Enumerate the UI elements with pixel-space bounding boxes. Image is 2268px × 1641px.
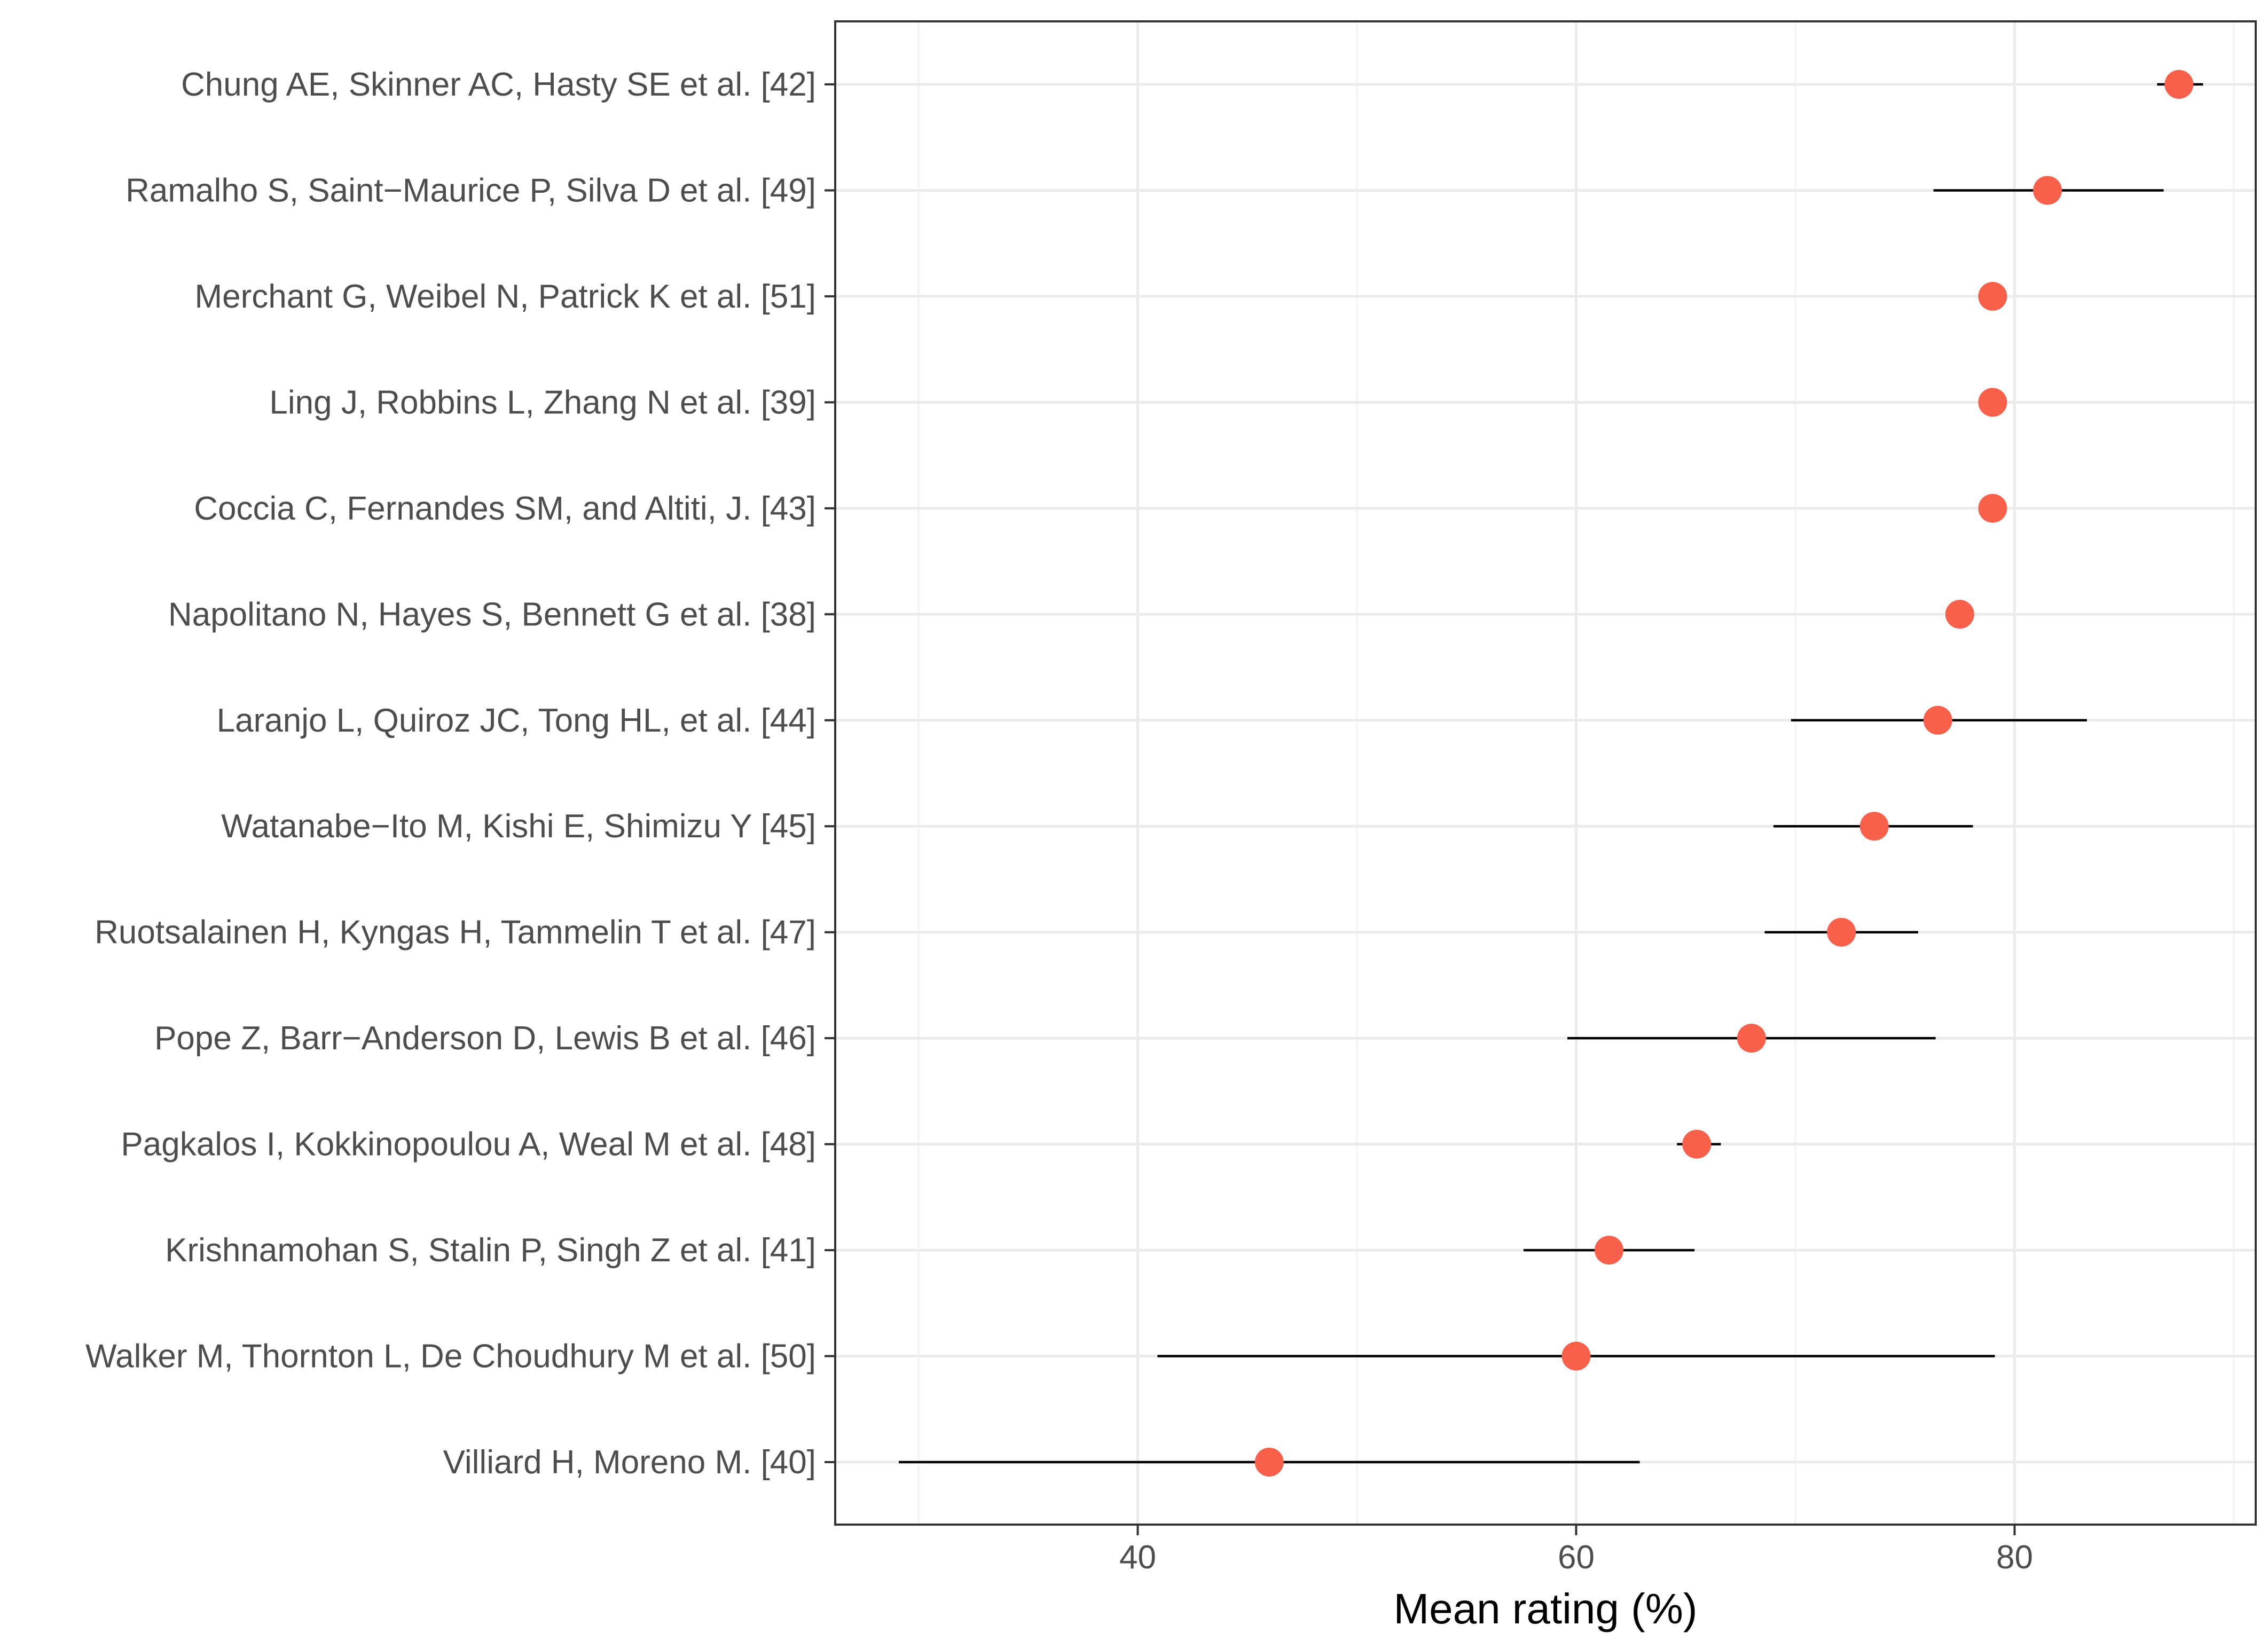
data-point <box>1827 917 1856 947</box>
y-tick-label: Ramalho S, Saint−Maurice P, Silva D et a… <box>125 172 816 209</box>
y-tick-label: Coccia C, Fernandes SM, and Altiti, J. [… <box>194 490 816 527</box>
data-point <box>1978 493 2007 523</box>
plot-background <box>835 21 2256 1525</box>
x-tick-label: 80 <box>1996 1539 2033 1576</box>
data-point <box>1737 1024 1766 1053</box>
y-tick-label: Villiard H, Moreno M. [40] <box>443 1444 816 1481</box>
data-point <box>2033 176 2062 205</box>
data-point <box>1561 1341 1591 1371</box>
y-tick-label: Walker M, Thornton L, De Choudhury M et … <box>85 1338 816 1375</box>
data-point <box>1682 1129 1712 1159</box>
data-point <box>1595 1236 1624 1265</box>
minor-gridlines <box>917 21 2235 1525</box>
y-tick-label: Watanabe−Ito M, Kishi E, Shimizu Y [45] <box>221 808 816 845</box>
x-axis-labels: 40 60 80 <box>1119 1539 2033 1576</box>
y-tick-label: Krishnamohan S, Stalin P, Singh Z et al.… <box>165 1232 816 1269</box>
data-point <box>1978 281 2007 311</box>
data-point <box>2164 70 2194 99</box>
major-gridlines-x <box>1136 21 2016 1525</box>
y-axis-ticks <box>825 83 835 1463</box>
data-points <box>1254 70 2194 1477</box>
x-tick-label: 60 <box>1558 1539 1595 1576</box>
y-tick-label: Chung AE, Skinner AC, Hasty SE et al. [4… <box>181 66 816 103</box>
data-point <box>1978 388 2007 417</box>
x-axis-ticks <box>1136 1525 2016 1535</box>
plot-border <box>834 20 2257 1526</box>
data-point <box>1254 1448 1284 1477</box>
y-axis-labels: Chung AE, Skinner AC, Hasty SE et al. [4… <box>85 66 816 1481</box>
y-tick-label: Ruotsalainen H, Kyngas H, Tammelin T et … <box>95 914 816 951</box>
x-axis-title: Mean rating (%) <box>1393 1585 1697 1632</box>
y-tick-label: Laranjo L, Quiroz JC, Tong HL, et al. [4… <box>217 702 816 739</box>
y-tick-label: Ling J, Robbins L, Zhang N et al. [39] <box>269 384 816 421</box>
y-tick-label: Merchant G, Weibel N, Patrick K et al. [… <box>194 278 816 315</box>
data-point <box>1859 812 1889 841</box>
x-tick-label: 40 <box>1119 1539 1156 1576</box>
data-point <box>1923 705 1952 735</box>
y-tick-label: Pope Z, Barr−Anderson D, Lewis B et al. … <box>154 1020 816 1057</box>
y-tick-label: Pagkalos I, Kokkinopoulou A, Weal M et a… <box>121 1126 816 1163</box>
data-point <box>1945 600 1974 629</box>
y-tick-label: Napolitano N, Hayes S, Bennett G et al. … <box>168 596 816 633</box>
